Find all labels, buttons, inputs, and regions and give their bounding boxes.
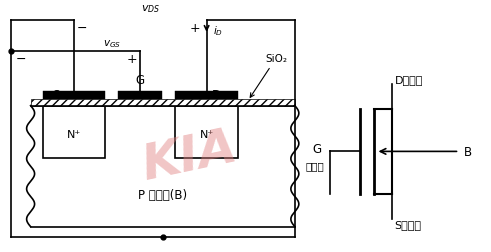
Text: S: S [53, 89, 60, 102]
Text: S（源）: S（源） [395, 219, 422, 229]
Text: $v_{GS}$: $v_{GS}$ [103, 38, 121, 49]
Text: G: G [313, 142, 322, 155]
Bar [43, 91, 106, 99]
Text: SiO₂: SiO₂ [250, 54, 287, 98]
Text: D: D [212, 89, 221, 102]
Bar [175, 106, 238, 158]
Text: P 型襯底(B): P 型襯底(B) [138, 188, 187, 201]
Text: N⁺: N⁺ [199, 130, 214, 140]
Text: B: B [464, 145, 471, 158]
Bar [118, 91, 162, 99]
Bar [30, 99, 295, 106]
Text: N⁺: N⁺ [67, 130, 81, 140]
Text: D（漏）: D（漏） [395, 75, 423, 85]
Text: G: G [136, 74, 145, 87]
Text: −: − [16, 53, 26, 66]
Text: $i_D$: $i_D$ [213, 24, 223, 38]
Text: $v_{DS}$: $v_{DS}$ [140, 3, 160, 15]
Text: +: + [190, 22, 200, 35]
Text: −: − [77, 22, 87, 35]
Text: （柵）: （柵） [305, 161, 324, 171]
Bar [43, 106, 106, 158]
Bar [175, 91, 238, 99]
Text: +: + [127, 53, 137, 66]
Text: KIA: KIA [138, 122, 242, 188]
